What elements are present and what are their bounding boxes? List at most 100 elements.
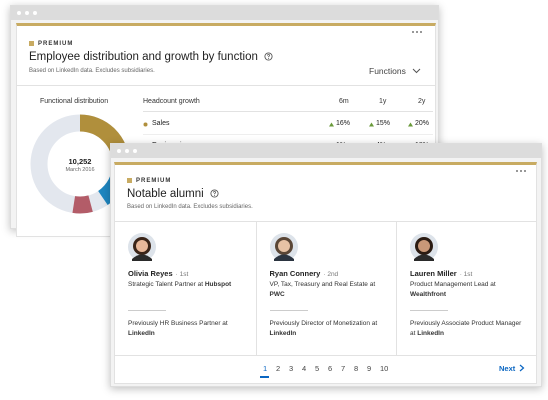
help-icon[interactable] xyxy=(264,52,273,61)
connection-degree: · 2nd xyxy=(323,271,339,278)
up-arrow xyxy=(408,122,413,127)
subtitle: Based on LinkedIn data. Excludes subsidi… xyxy=(29,68,155,74)
page-number[interactable]: 10 xyxy=(380,364,389,373)
active-underline xyxy=(260,376,269,378)
card-title: Notable alumni xyxy=(127,188,219,200)
next-button[interactable]: Next xyxy=(499,364,525,373)
page-number[interactable]: 3 xyxy=(289,364,294,373)
table-header: 2y xyxy=(418,98,426,105)
previous-role: Previously Associate Product Manager at … xyxy=(410,319,522,338)
separator xyxy=(410,310,448,311)
person-card: Olivia Reyes · 1st Strategic Talent Partne… xyxy=(115,221,255,355)
next-text[interactable]: Next xyxy=(499,364,516,373)
total: 10,252 xyxy=(68,157,92,166)
previous-role: Previously Director of Monetization at L… xyxy=(270,319,382,338)
divider xyxy=(115,221,536,222)
divider xyxy=(115,355,536,356)
person-line: Lauren Miller · 1st xyxy=(410,269,472,278)
bullet-dot xyxy=(143,122,148,127)
divider xyxy=(17,85,435,86)
person-title: VP, Tax, Treasury and Real Estate at PWC xyxy=(270,280,382,299)
company: PWC xyxy=(269,290,285,298)
previous-role: Previously HR Business Partner at Linked… xyxy=(128,319,240,338)
person-line: Olivia Reyes · 1st xyxy=(128,269,188,278)
company: Hubspot xyxy=(204,281,232,288)
previous-company: LinkedIn xyxy=(128,329,155,337)
table-header: Headcount growth xyxy=(143,98,200,105)
more-icon[interactable] xyxy=(411,30,425,34)
previous-company: LinkedIn xyxy=(269,329,297,337)
page-number[interactable]: 8 xyxy=(354,364,359,373)
separator xyxy=(269,310,308,311)
previous-text: Previously Director of Monetization at xyxy=(269,320,378,327)
avatar-face xyxy=(277,240,290,252)
avatar-body xyxy=(132,254,152,261)
title-text: Notable alumni xyxy=(127,188,204,200)
page-number[interactable]: 9 xyxy=(367,364,372,373)
previous-text: Previously HR Business Partner at xyxy=(128,320,228,327)
badge-text: PREMIUM xyxy=(38,41,74,48)
avatar[interactable] xyxy=(269,233,298,261)
badge-text: PREMIUM xyxy=(136,178,172,185)
subtitle: Based on LinkedIn data. Excludes subsidi… xyxy=(127,204,253,210)
badge: PREMIUM xyxy=(29,41,73,47)
person-name[interactable]: Ryan Connery xyxy=(269,269,321,278)
more-icon[interactable] xyxy=(515,169,529,173)
page-number[interactable]: 1 xyxy=(263,364,268,373)
help-icon[interactable] xyxy=(210,189,219,198)
title-text: Product Management Lead at xyxy=(410,281,496,288)
card-title: Employee distribution and growth by func… xyxy=(29,51,273,63)
page-number[interactable]: 5 xyxy=(315,364,320,373)
window-bar xyxy=(11,6,438,20)
page-number[interactable]: 6 xyxy=(328,364,333,373)
chevron xyxy=(412,68,421,74)
table-header: 1y xyxy=(379,98,387,105)
connection-degree: · 1st xyxy=(459,271,473,278)
growth-value: 15% xyxy=(376,120,391,127)
row-divider xyxy=(143,134,433,135)
avatar-face xyxy=(136,240,148,252)
front-window: PREMIUM Notable alumni Based on LinkedIn… xyxy=(110,143,542,387)
avatar[interactable] xyxy=(410,233,438,261)
avatar-face xyxy=(418,240,430,252)
chevron-path xyxy=(519,364,525,372)
person-name[interactable]: Lauren Miller xyxy=(410,269,457,278)
alumni-card: PREMIUM Notable alumni Based on LinkedIn… xyxy=(114,162,537,384)
previous-company: LinkedIn xyxy=(417,329,444,337)
up-triangle xyxy=(408,122,413,127)
table-header: 6m xyxy=(339,98,349,105)
chart-title: Functional distribution xyxy=(40,98,109,105)
growth-value: 16% xyxy=(336,120,351,127)
person-card: Lauren Miller · 1st Product Management Lea… xyxy=(396,221,537,355)
previous-text: Previously Associate Product Manager at xyxy=(410,320,522,337)
person-line: Ryan Connery · 2nd xyxy=(270,269,339,278)
title-text: Strategic Talent Partner at xyxy=(128,281,205,288)
people-row: Olivia Reyes · 1st Strategic Talent Partne… xyxy=(115,221,536,355)
next-chevron xyxy=(519,364,525,372)
person-name[interactable]: Olivia Reyes xyxy=(128,269,173,278)
up-arrow xyxy=(369,122,374,127)
filter-text[interactable]: Functions xyxy=(369,66,406,76)
title-text: VP, Tax, Treasury and Real Estate at xyxy=(269,281,376,288)
avatar[interactable] xyxy=(128,233,156,261)
page-number[interactable]: 2 xyxy=(276,364,281,373)
company: Wealthfront xyxy=(410,290,446,298)
person-title: Product Management Lead at Wealthfront xyxy=(410,280,522,299)
pagination: 1 2 3 4 5 6 7 8 9 10 Next xyxy=(115,364,536,380)
up-triangle xyxy=(369,122,374,127)
title-text: Employee distribution and growth by func… xyxy=(29,51,258,63)
bullet xyxy=(143,122,148,127)
up-arrow xyxy=(329,122,334,127)
growth-value: 20% xyxy=(415,120,430,127)
badge: PREMIUM xyxy=(127,178,171,184)
separator xyxy=(128,310,166,311)
table-divider xyxy=(143,111,433,112)
person-card: Ryan Connery · 2nd VP, Tax, Treasury and R… xyxy=(255,221,397,355)
filter-dropdown[interactable]: Functions xyxy=(369,66,421,76)
page-number[interactable]: 7 xyxy=(341,364,346,373)
page-number[interactable]: 4 xyxy=(302,364,307,373)
connection-degree: · 1st xyxy=(175,271,189,278)
avatar-body xyxy=(273,254,294,261)
date: March 2016 xyxy=(65,167,95,173)
